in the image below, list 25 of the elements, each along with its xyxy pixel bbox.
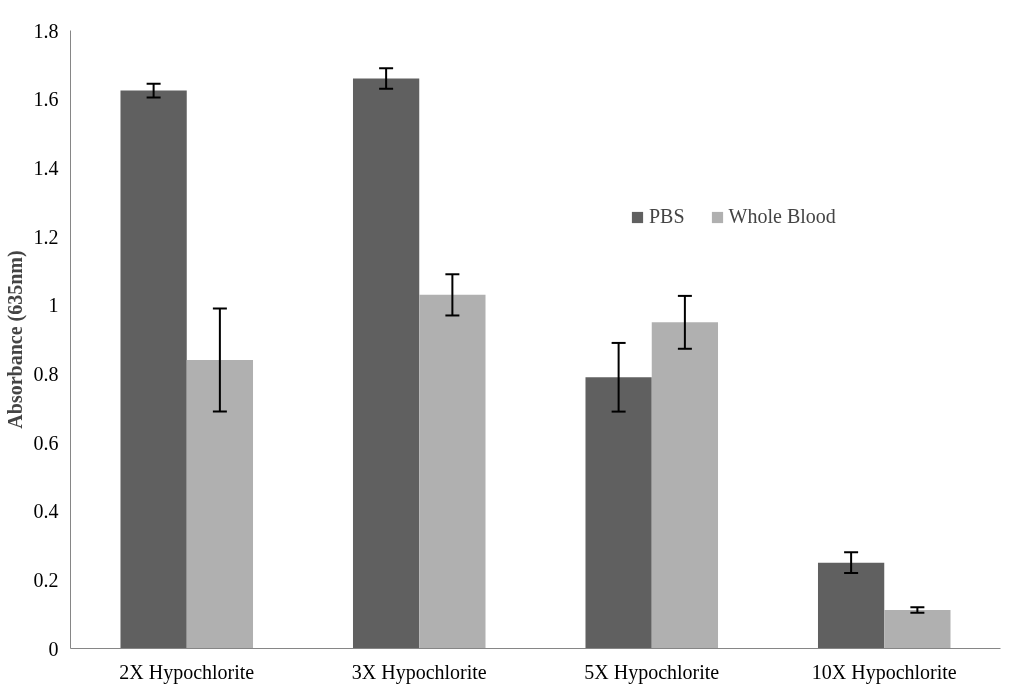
y-tick-label: 1.2: [33, 225, 59, 248]
x-tick-label: 2X Hypochlorite: [119, 660, 255, 684]
bar: [651, 322, 719, 649]
y-tick-label: 0: [48, 637, 59, 660]
bar: [352, 78, 420, 649]
x-tick-label: 5X Hypochlorite: [584, 660, 720, 684]
bar: [817, 562, 885, 649]
y-tick-label: 0.8: [33, 362, 59, 385]
y-tick-label: 1: [48, 294, 59, 317]
bar: [585, 377, 652, 649]
bar: [419, 294, 486, 649]
y-tick-label: 0.6: [33, 431, 59, 454]
y-tick-label: 1.8: [33, 19, 59, 42]
y-axis-title: Absorbance (635nm): [3, 250, 27, 429]
bar: [186, 360, 254, 649]
y-tick-label: 1.4: [33, 156, 59, 179]
x-tick-label: 3X Hypochlorite: [351, 660, 487, 684]
y-tick-label: 0.2: [33, 568, 59, 591]
bar: [884, 610, 951, 649]
legend-label: PBS: [649, 205, 685, 228]
y-tick-label: 1.6: [33, 88, 59, 111]
x-tick-label: 10X Hypochlorite: [811, 660, 957, 684]
y-tick-label: 0.4: [33, 500, 59, 523]
bar: [120, 90, 187, 649]
legend-label: Whole Blood: [728, 205, 836, 228]
